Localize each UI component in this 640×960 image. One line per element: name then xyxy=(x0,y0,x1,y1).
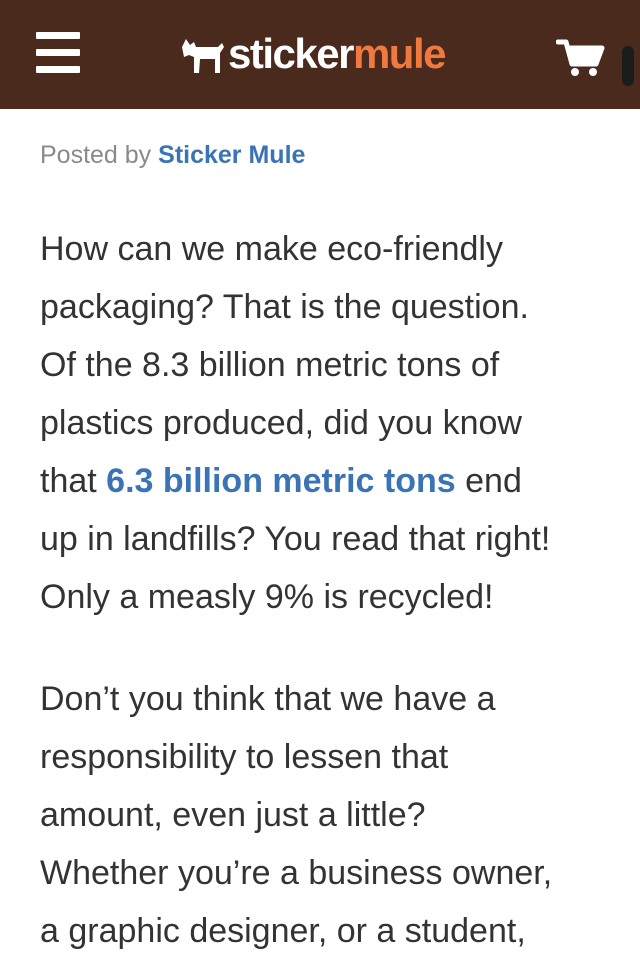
article-paragraph-2: Don’t you think that we have a responsib… xyxy=(40,670,552,960)
paragraph-line: Of the 8.3 billion metric tons of xyxy=(40,346,500,384)
paragraph-line: Only a measly 9% is recycled! xyxy=(40,578,494,616)
author-link[interactable]: Sticker Mule xyxy=(158,141,306,169)
mule-logo-icon xyxy=(182,39,224,73)
paragraph-line: amount, even just a little? xyxy=(40,796,426,834)
landfill-stats-link[interactable]: 6.3 billion metric tons xyxy=(106,462,456,500)
menu-button[interactable] xyxy=(36,32,82,74)
text-segment: that xyxy=(40,462,107,500)
logo-text-sticker: sticker xyxy=(228,30,354,77)
article-paragraph-1: How can we make eco-friendly packaging? … xyxy=(40,220,550,626)
cart-icon xyxy=(555,39,605,76)
text-segment: end xyxy=(455,462,522,500)
site-header: sticker mule xyxy=(0,0,640,109)
byline-prefix: Posted by xyxy=(40,141,159,169)
paragraph-line: packaging? That is the question. xyxy=(40,288,529,326)
cart-button[interactable] xyxy=(555,38,606,78)
paragraph-line: a graphic designer, or a student, xyxy=(40,912,526,950)
logo-text-mule: mule xyxy=(352,30,447,77)
paragraph-line: plastics produced, did you know xyxy=(40,404,522,442)
site-logo[interactable]: sticker mule xyxy=(180,26,447,82)
scrollbar-handle[interactable] xyxy=(622,46,634,86)
paragraph-line: How can we make eco-friendly xyxy=(40,230,503,268)
paragraph-line: that 6.3 billion metric tons end xyxy=(40,452,550,510)
paragraph-line: up in landfills? You read that right! xyxy=(40,520,551,558)
paragraph-line: responsibility to lessen that xyxy=(40,738,449,776)
paragraph-line: Whether you’re a business owner, xyxy=(40,854,553,892)
paragraph-line: Don’t you think that we have a xyxy=(40,680,496,718)
post-byline: Posted by Sticker Mule xyxy=(40,140,620,170)
